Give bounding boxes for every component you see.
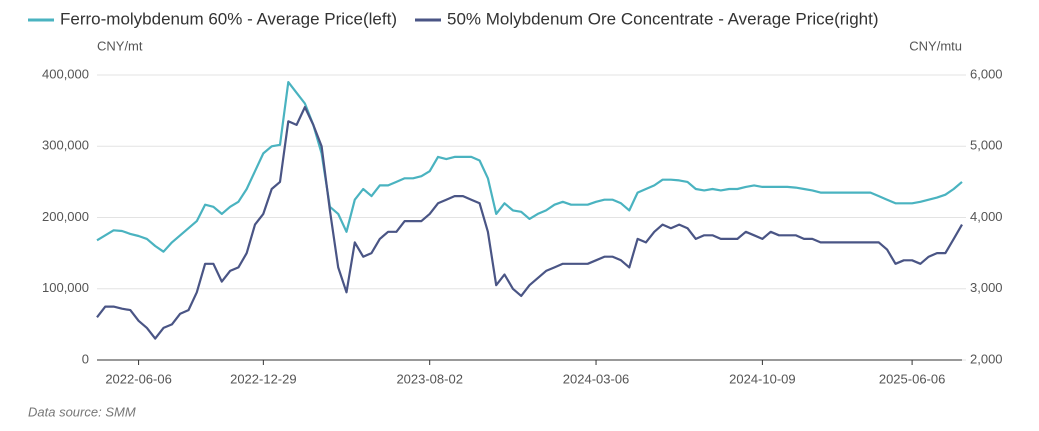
y2-tick-label: 4,000: [970, 209, 1003, 224]
data-source: Data source: SMM: [28, 404, 136, 419]
y2-tick-label: 2,000: [970, 351, 1003, 366]
x-tick-label: 2023-08-02: [396, 371, 463, 386]
y2-tick-label: 6,000: [970, 66, 1003, 81]
y-tick-label: 200,000: [42, 209, 89, 224]
series-line: [96, 106, 963, 340]
x-tick-label: 2024-10-09: [729, 371, 796, 386]
x-tick-label: 2022-06-06: [105, 371, 172, 386]
x-tick-label: 2024-03-06: [563, 371, 630, 386]
legend-label: 50% Molybdenum Ore Concentrate - Average…: [447, 9, 879, 28]
y-tick-label: 300,000: [42, 138, 89, 153]
y2-tick-label: 3,000: [970, 280, 1003, 295]
y2-tick-label: 5,000: [970, 138, 1003, 153]
y-tick-label: 400,000: [42, 66, 89, 81]
y-tick-label: 100,000: [42, 280, 89, 295]
y-axis-unit: CNY/mt: [97, 38, 143, 53]
legend-label: Ferro-molybdenum 60% - Average Price(lef…: [60, 9, 397, 28]
series-line: [96, 81, 963, 253]
y2-axis-unit: CNY/mtu: [909, 38, 962, 53]
y-tick-label: 0: [82, 351, 89, 366]
x-tick-label: 2022-12-29: [230, 371, 297, 386]
x-tick-label: 2025-06-06: [879, 371, 946, 386]
